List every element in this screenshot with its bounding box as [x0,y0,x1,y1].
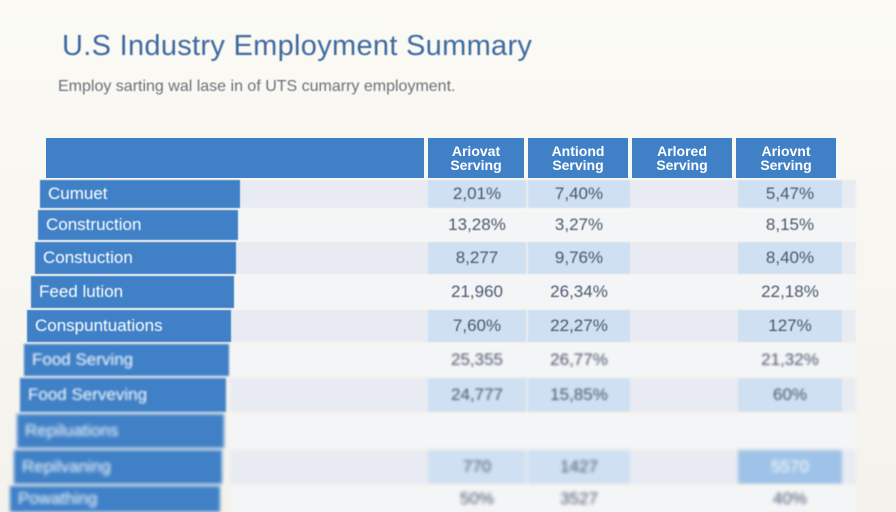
table-cell: 5570 [738,450,842,484]
table-cell [634,344,738,376]
table-cell: 8,277 [428,242,526,274]
employment-table: Ariovat Serving Antiond Serving Arlored … [0,138,896,512]
row-background [230,344,856,376]
row-label: Constuction [35,242,236,274]
table-row: Constuction 8,277 9,76% 8,40% [0,242,896,274]
table-cell: 40% [772,489,808,508]
table-row: Feed lution 21,960 26,34% 22,18% [0,276,896,308]
table-cell [634,310,738,342]
table-cell: 3527 [560,489,598,508]
table-cell: 7,40% [528,180,630,208]
table-header-band [46,138,424,178]
table-cell [634,276,738,308]
table-cell: 1427 [528,450,630,484]
column-header-2: Antiond Serving [528,138,628,178]
table-cell [634,210,738,240]
table-cell [528,414,630,448]
table-cell: 22,27% [528,310,630,342]
row-label: Feed lution [31,276,234,308]
table-cell [634,378,738,412]
table-cell: 770 [428,450,526,484]
table-cell: 24,777 [428,378,526,412]
row-label: Food Serving [24,344,229,376]
table-row: Construction 13,28% 3,27% 8,15% [0,210,896,240]
table-cell: 21,960 [451,282,503,301]
row-label: Conspuntuations [27,310,231,342]
column-header-1: Ariovat Serving [428,138,524,178]
table-cell: 9,76% [528,242,630,274]
column-header-3: Arlored Serving [632,138,732,178]
table-row: Powathing 50% 3527 40% [0,486,896,512]
row-label: Cumuet [40,180,240,208]
table-cell: 13,28% [448,215,506,234]
table-cell: 50% [459,489,495,508]
table-cell [634,180,738,208]
table-cell: 26,34% [550,282,608,301]
table-row: Repilvaning 770 1427 5570 [0,450,896,484]
row-label: Powathing [10,486,220,512]
table-cell: 8,40% [738,242,842,274]
row-background [230,414,856,448]
row-label: Repiluations [17,414,224,448]
column-header-4: Ariovnt Serving [736,138,836,178]
table-row: Food Serveving 24,777 15,85% 60% [0,378,896,412]
table-row: Conspuntuations 7,60% 22,27% 127% [0,310,896,342]
table-cell: 7,60% [428,310,526,342]
table-cell: 3,27% [554,215,604,234]
row-label: Food Serveving [20,378,226,412]
table-cell [634,450,738,484]
table-cell: 8,15% [765,215,815,234]
row-background [230,276,856,308]
table-cell: 21,32% [761,350,819,369]
table-cell: 60% [738,378,842,412]
row-background [230,210,856,240]
table-row: Food Serving 25,355 26,77% 21,32% [0,344,896,376]
table-cell [634,242,738,274]
row-label: Construction [38,210,238,240]
table-cell: 127% [738,310,842,342]
table-cell [738,414,842,448]
table-cell: 2,01% [428,180,526,208]
table-cell: 26,77% [550,350,608,369]
table-cell: 15,85% [528,378,630,412]
row-background [230,486,856,512]
table-row: Repiluations [0,414,896,448]
table-cell [634,414,738,448]
page-subtitle: Employ sarting wal lase in of UTS cumarr… [58,78,456,95]
table-cell [634,486,738,512]
table-cell [428,414,526,448]
row-label: Repilvaning [14,450,222,484]
table-cell: 22,18% [761,282,819,301]
page-title: U.S Industry Employment Summary [62,30,533,62]
table-cell: 25,355 [451,350,503,369]
table-row: Cumuet 2,01% 7,40% 5,47% [0,180,896,208]
table-cell: 5,47% [738,180,842,208]
